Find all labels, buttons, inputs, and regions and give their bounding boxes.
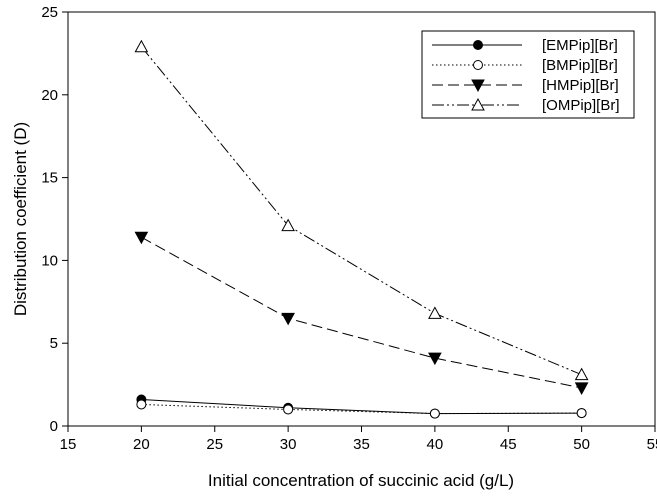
legend-item: [HMPip][Br] [432, 77, 619, 94]
data-point [281, 218, 295, 232]
y-tick-label: 10 [41, 252, 58, 269]
data-point [574, 382, 589, 395]
x-tick-label: 20 [133, 436, 150, 453]
data-point [428, 306, 442, 319]
x-tick-label: 50 [573, 436, 590, 453]
x-tick-label: 30 [280, 436, 297, 453]
x-axis-title: Initial concentration of succinic acid (… [208, 471, 514, 490]
x-tick-label: 15 [60, 436, 77, 453]
series-0 [136, 394, 587, 419]
y-axis-ticks: 0 5 10 15 20 25 [41, 4, 68, 435]
data-point [134, 231, 149, 245]
legend-marker [471, 97, 485, 111]
y-tick-label: 0 [50, 418, 58, 435]
y-tick-label: 15 [41, 170, 58, 187]
x-tick-label: 40 [427, 436, 444, 453]
y-tick-label: 25 [41, 4, 58, 21]
data-point [281, 312, 295, 326]
series-line [141, 399, 582, 415]
legend-label: [EMPip][Br] [542, 37, 618, 54]
x-tick-label: 45 [500, 436, 517, 453]
series-2 [134, 231, 589, 395]
data-point [136, 399, 147, 410]
legend-item: [EMPip][Br] [432, 37, 618, 54]
series-line [141, 403, 582, 415]
x-tick-label: 55 [647, 436, 657, 453]
x-tick-label: 25 [206, 436, 223, 453]
legend: [EMPip][Br] [BMPip][Br] [HMPip][Br] [OMPip]… [421, 30, 635, 119]
legend-marker [473, 40, 483, 50]
series-line [141, 236, 582, 389]
y-tick-label: 5 [50, 335, 58, 352]
legend-label: [BMPip][Br] [542, 57, 618, 74]
legend-marker [471, 79, 485, 93]
series-1 [136, 399, 587, 419]
data-point [576, 408, 587, 419]
legend-item: [OMPip][Br] [432, 97, 620, 114]
legend-label: [OMPip][Br] [542, 97, 620, 114]
series-3 [134, 39, 589, 381]
data-point [428, 352, 442, 366]
data-point [283, 404, 294, 415]
x-axis-ticks: 15 20 25 30 35 40 45 50 55 [60, 426, 657, 453]
data-point [429, 408, 440, 419]
legend-item: [BMPip][Br] [432, 57, 618, 74]
series-line [140, 46, 582, 376]
y-tick-label: 20 [41, 87, 58, 104]
data-point [574, 367, 589, 381]
series-layer [134, 39, 589, 419]
data-point [134, 39, 149, 53]
legend-marker [473, 60, 483, 70]
x-tick-label: 35 [353, 436, 370, 453]
legend-label: [HMPip][Br] [542, 77, 619, 94]
y-axis-title: Distribution coefficient (D) [11, 122, 30, 316]
